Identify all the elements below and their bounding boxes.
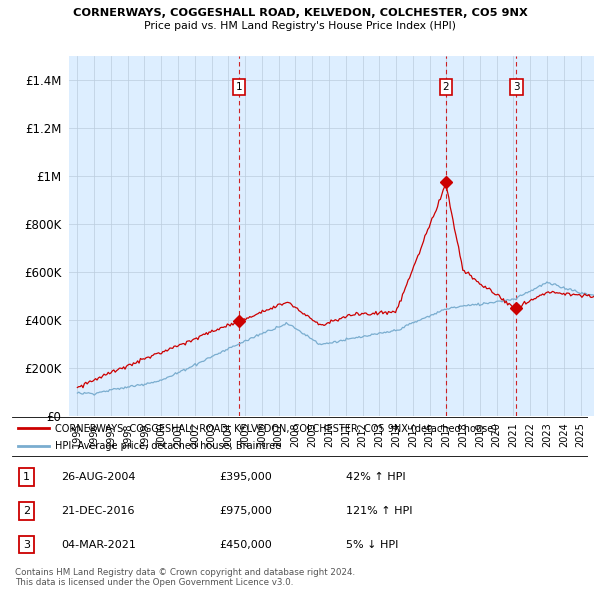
Text: CORNERWAYS, COGGESHALL ROAD, KELVEDON, COLCHESTER, CO5 9NX: CORNERWAYS, COGGESHALL ROAD, KELVEDON, C… [73, 8, 527, 18]
Text: 2: 2 [23, 506, 30, 516]
Text: 2: 2 [443, 82, 449, 92]
Text: CORNERWAYS, COGGESHALL ROAD, KELVEDON, COLCHESTER, CO5 9NX (detached house): CORNERWAYS, COGGESHALL ROAD, KELVEDON, C… [55, 424, 497, 434]
Text: Price paid vs. HM Land Registry's House Price Index (HPI): Price paid vs. HM Land Registry's House … [144, 21, 456, 31]
Text: 21-DEC-2016: 21-DEC-2016 [61, 506, 134, 516]
Text: 5% ↓ HPI: 5% ↓ HPI [346, 539, 398, 549]
Text: £450,000: £450,000 [220, 539, 272, 549]
Text: 26-AUG-2004: 26-AUG-2004 [61, 473, 136, 483]
Text: 121% ↑ HPI: 121% ↑ HPI [346, 506, 413, 516]
Text: 1: 1 [236, 82, 242, 92]
Text: £395,000: £395,000 [220, 473, 272, 483]
Text: £975,000: £975,000 [220, 506, 272, 516]
Text: HPI: Average price, detached house, Braintree: HPI: Average price, detached house, Brai… [55, 441, 281, 451]
Text: 3: 3 [513, 82, 520, 92]
Text: 3: 3 [23, 539, 30, 549]
Text: 1: 1 [23, 473, 30, 483]
Text: 42% ↑ HPI: 42% ↑ HPI [346, 473, 406, 483]
Text: 04-MAR-2021: 04-MAR-2021 [61, 539, 136, 549]
Text: Contains HM Land Registry data © Crown copyright and database right 2024.
This d: Contains HM Land Registry data © Crown c… [15, 568, 355, 587]
